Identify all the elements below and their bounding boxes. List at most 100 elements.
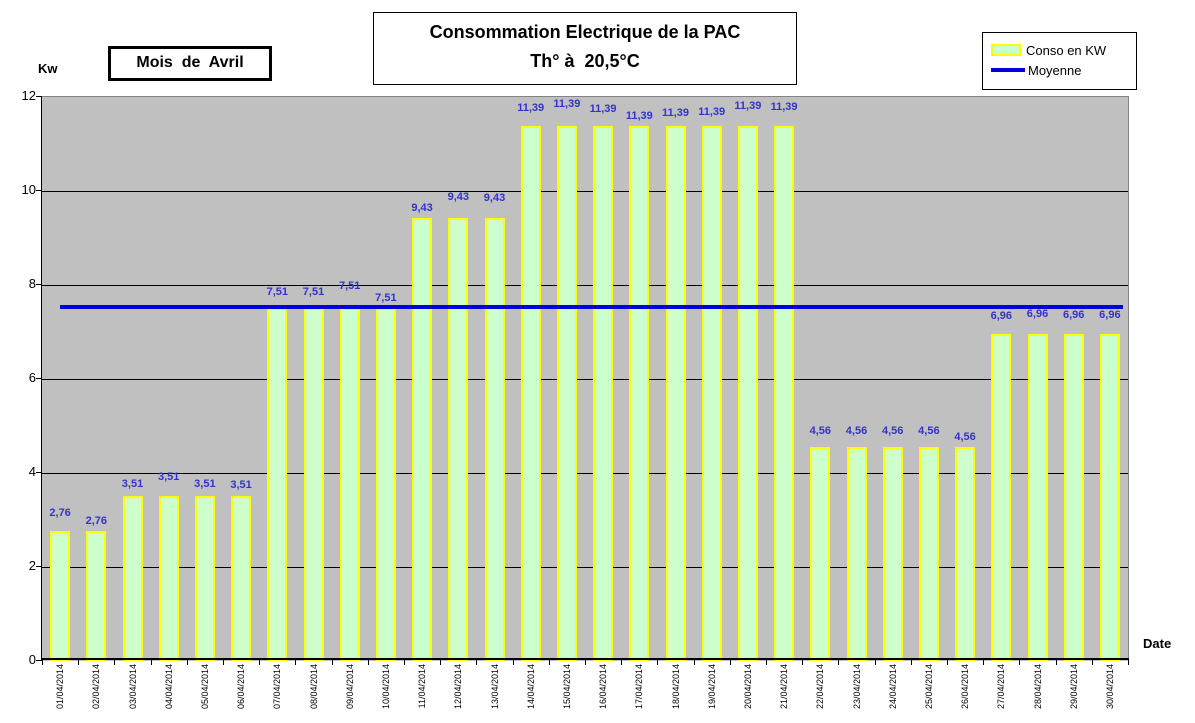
x-axis-date-label: 10/04/2014 xyxy=(380,664,391,710)
gridline xyxy=(42,285,1128,286)
bar[interactable] xyxy=(303,308,324,661)
x-axis-tick xyxy=(947,660,948,665)
bar[interactable] xyxy=(556,125,577,661)
x-axis-tick xyxy=(1055,660,1057,665)
x-axis-tick xyxy=(874,660,876,665)
bar-value-label: 11,39 xyxy=(770,100,798,113)
bar[interactable] xyxy=(520,125,541,661)
bar-value-label: 6,96 xyxy=(990,309,1012,322)
x-axis-tick xyxy=(295,660,297,665)
x-axis-tick xyxy=(1128,660,1129,665)
bar[interactable] xyxy=(484,217,505,661)
bar[interactable] xyxy=(629,125,650,661)
y-axis-tick xyxy=(36,96,42,97)
y-axis-line xyxy=(41,96,42,660)
x-axis-date-label: 05/04/2014 xyxy=(199,664,210,710)
x-axis-tick xyxy=(440,660,442,665)
x-axis-date-label: 09/04/2014 xyxy=(344,664,355,710)
bar-value-label: 6,96 xyxy=(1062,308,1085,321)
x-axis-title: Date xyxy=(1143,636,1172,651)
bar-value-label: 9,43 xyxy=(411,201,433,214)
bar-value-label: 7,51 xyxy=(375,292,397,304)
x-axis-tick xyxy=(259,660,261,665)
bar[interactable] xyxy=(991,333,1012,661)
bar-value-label: 11,39 xyxy=(589,102,617,115)
bar[interactable] xyxy=(810,446,831,661)
x-axis-tick xyxy=(78,660,80,665)
bar[interactable] xyxy=(882,446,903,661)
x-axis-tick xyxy=(367,660,369,665)
x-axis-tick xyxy=(548,660,550,665)
bar-value-label: 3,51 xyxy=(230,479,252,491)
bar[interactable] xyxy=(339,308,360,661)
legend[interactable]: Conso en KW Moyenne xyxy=(982,32,1137,90)
bar[interactable] xyxy=(50,531,71,661)
month-box: Mois de Avril xyxy=(108,46,272,81)
gridline xyxy=(42,191,1128,192)
bar[interactable] xyxy=(194,496,215,661)
x-axis-date-label: 13/04/2014 xyxy=(489,664,500,710)
y-axis-tick-label: 0 xyxy=(28,652,36,667)
x-axis-date-label: 24/04/2014 xyxy=(887,664,898,710)
x-axis-date-label: 16/04/2014 xyxy=(598,664,609,710)
y-axis-tick xyxy=(36,472,42,473)
bar-value-label: 11,39 xyxy=(734,99,762,112)
y-axis-tick xyxy=(36,378,42,379)
x-axis-tick xyxy=(476,660,478,665)
bar[interactable] xyxy=(122,496,143,661)
legend-item-conso: Conso en KW xyxy=(991,40,1136,60)
bar[interactable] xyxy=(846,446,867,661)
bar[interactable] xyxy=(955,446,976,661)
y-axis-tick xyxy=(36,566,42,567)
bar[interactable] xyxy=(1099,333,1120,661)
bar-value-label: 7,51 xyxy=(302,286,325,298)
x-axis-date-label: 30/04/2014 xyxy=(1104,664,1115,710)
bar-value-label: 7,51 xyxy=(266,286,288,298)
bar[interactable] xyxy=(665,125,686,661)
legend-label-conso: Conso en KW xyxy=(1026,42,1107,58)
y-axis-tick-label: 12 xyxy=(21,88,36,103)
legend-item-moyenne: Moyenne xyxy=(991,60,1136,80)
bar[interactable] xyxy=(158,496,179,661)
bar-value-label: 6,96 xyxy=(1099,308,1121,321)
bar-value-label: 7,51 xyxy=(338,280,361,292)
x-axis-tick xyxy=(729,660,731,665)
y-axis-tick-label: 2 xyxy=(28,558,36,573)
bar[interactable] xyxy=(86,531,107,661)
bar[interactable] xyxy=(774,125,795,661)
bar-value-label: 2,76 xyxy=(49,507,71,520)
bar[interactable] xyxy=(448,217,469,661)
bar[interactable] xyxy=(412,217,433,661)
x-axis-date-label: 29/04/2014 xyxy=(1068,664,1079,710)
bar-value-label: 11,39 xyxy=(553,97,581,110)
bar[interactable] xyxy=(737,125,758,661)
x-axis-tick xyxy=(621,660,623,665)
y-axis-tick xyxy=(36,660,42,661)
bar-value-label: 3,51 xyxy=(157,471,180,483)
x-axis-date-label: 27/04/2014 xyxy=(996,664,1007,710)
bar-swatch-icon xyxy=(991,44,1021,56)
x-axis-tick xyxy=(585,660,586,665)
line-swatch-icon xyxy=(991,68,1025,72)
bar[interactable] xyxy=(231,496,252,661)
bar-value-label: 4,56 xyxy=(845,424,868,437)
x-axis-tick xyxy=(223,660,224,665)
x-axis-date-label: 06/04/2014 xyxy=(236,664,247,710)
x-axis-tick xyxy=(983,660,985,665)
bar[interactable] xyxy=(375,308,396,661)
bar[interactable] xyxy=(918,446,939,661)
bar[interactable] xyxy=(701,125,722,661)
bar[interactable] xyxy=(593,125,614,661)
x-axis-tick xyxy=(693,660,695,665)
bar[interactable] xyxy=(1027,333,1048,661)
x-axis-tick xyxy=(186,660,188,665)
bar-value-label: 6,96 xyxy=(1026,307,1049,320)
bar-value-label: 9,43 xyxy=(447,190,469,203)
x-axis-tick xyxy=(150,660,152,665)
x-axis-date-label: 07/04/2014 xyxy=(272,664,283,710)
bar-value-label: 3,51 xyxy=(121,478,144,490)
bar[interactable] xyxy=(1063,333,1084,661)
moyenne-line[interactable] xyxy=(60,305,1123,310)
x-axis-date-label: 25/04/2014 xyxy=(923,664,934,710)
